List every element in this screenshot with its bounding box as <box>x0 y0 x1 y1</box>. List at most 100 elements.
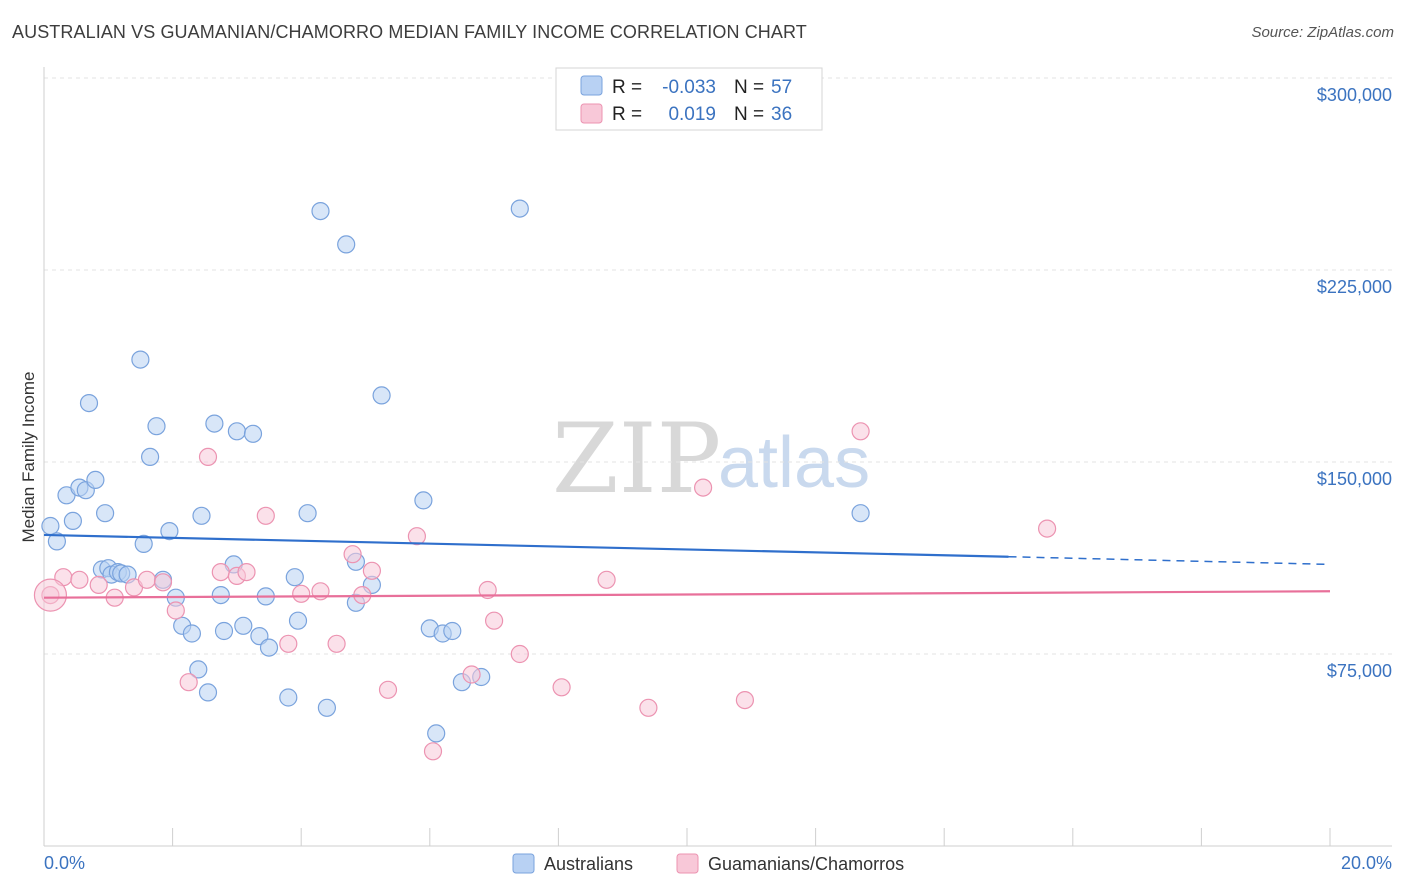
legend-r-value-2: 0.019 <box>668 104 716 125</box>
legend-r-value-1: -0.033 <box>662 77 716 98</box>
data-point <box>1037 519 1057 538</box>
data-point <box>79 394 99 413</box>
legend-n-value-1: 57 <box>771 77 792 98</box>
data-point <box>510 644 529 664</box>
data-point <box>227 422 246 441</box>
data-point <box>134 534 153 554</box>
data-point <box>372 386 391 405</box>
data-point <box>639 698 658 717</box>
y-tick-label: $75,000 <box>1327 661 1392 681</box>
data-point <box>478 580 497 600</box>
data-point <box>192 506 211 525</box>
data-point <box>292 584 311 603</box>
series-legend-guamanians: Guamanians/Chamorros <box>708 854 904 874</box>
data-point <box>166 601 185 620</box>
data-point <box>160 521 179 541</box>
data-point <box>41 516 60 536</box>
data-point <box>317 698 336 717</box>
data-point <box>462 665 481 684</box>
data-point <box>237 562 256 582</box>
y-tick-labels: $75,000 $150,000 $225,000 $300,000 <box>1317 85 1392 681</box>
data-point <box>211 585 230 605</box>
data-point <box>189 660 208 679</box>
data-point <box>510 199 529 218</box>
legend-n-label-2: N = <box>734 104 764 125</box>
data-point <box>298 504 317 523</box>
chart-title: AUSTRALIAN VS GUAMANIAN/CHAMORRO MEDIAN … <box>12 22 807 42</box>
data-point <box>735 690 755 710</box>
data-point <box>131 350 150 369</box>
data-point <box>427 724 446 743</box>
data-point <box>137 570 156 589</box>
series-legend-australians: Australians <box>544 854 633 874</box>
data-point <box>141 447 160 466</box>
data-point <box>693 478 713 497</box>
data-point <box>327 634 346 653</box>
axes <box>43 67 1392 847</box>
watermark-zip: ZIP <box>552 403 721 515</box>
source-label: Source: ZipAtlas.com <box>1251 24 1394 41</box>
data-point <box>47 532 67 551</box>
data-point <box>147 417 166 436</box>
data-point <box>414 491 433 510</box>
data-point <box>288 611 308 630</box>
x-tick-label-max: 20.0% <box>1341 853 1392 873</box>
data-point <box>205 414 224 433</box>
data-point <box>343 545 362 564</box>
legend-r-label-2: R = <box>612 104 642 125</box>
data-point <box>33 578 68 612</box>
data-point <box>179 673 198 692</box>
data-point <box>153 573 173 592</box>
series-legend-swatch-guamanians <box>676 853 699 874</box>
series-legend-swatch-australians <box>512 853 535 874</box>
legend-r-label-1: R = <box>612 77 642 98</box>
trend-line-australians <box>43 533 1009 558</box>
watermark: ZIP atlas <box>552 403 870 515</box>
data-point <box>443 621 462 641</box>
x-tick-label-min: 0.0% <box>44 853 85 873</box>
data-point <box>851 504 870 523</box>
trend-lines <box>43 533 1331 599</box>
correlation-legend: R = -0.033 N = 57 R = 0.019 N = 36 <box>555 67 823 131</box>
data-point <box>211 562 230 582</box>
data-point <box>485 611 504 630</box>
data-point <box>198 447 218 466</box>
data-point <box>279 634 298 653</box>
data-point <box>279 688 298 707</box>
trend-line-guamanians <box>43 590 1331 599</box>
data-point <box>234 616 253 635</box>
data-point <box>63 511 83 531</box>
data-point <box>423 742 443 761</box>
data-point <box>86 470 105 489</box>
data-point <box>70 570 89 589</box>
data-point <box>285 568 304 587</box>
data-point <box>851 422 870 441</box>
data-point <box>552 678 571 697</box>
legend-swatch-australians <box>580 75 603 96</box>
data-point <box>337 235 356 254</box>
legend-swatch-guamanians <box>580 103 603 124</box>
data-point <box>407 527 426 546</box>
data-point <box>243 424 263 443</box>
y-axis-title: Median Family Income <box>19 371 38 542</box>
data-point <box>378 680 398 699</box>
data-point <box>89 575 108 595</box>
data-point <box>182 624 201 643</box>
guamanians-points <box>33 422 1057 761</box>
x-ticks <box>43 828 1331 846</box>
data-point <box>259 638 279 657</box>
data-point <box>597 570 616 589</box>
series-legend: Australians Guamanians/Chamorros <box>512 853 904 874</box>
data-point <box>198 683 218 702</box>
data-point <box>214 621 234 641</box>
y-tick-label: $150,000 <box>1317 469 1392 489</box>
data-point <box>95 504 115 523</box>
legend-n-label-1: N = <box>734 77 764 98</box>
watermark-atlas: atlas <box>718 423 870 503</box>
data-point <box>362 561 381 580</box>
legend-n-value-2: 36 <box>771 104 792 125</box>
y-tick-label: $225,000 <box>1317 277 1392 297</box>
data-point <box>256 506 275 525</box>
trend-line-australians-extrapolated <box>1008 555 1331 566</box>
